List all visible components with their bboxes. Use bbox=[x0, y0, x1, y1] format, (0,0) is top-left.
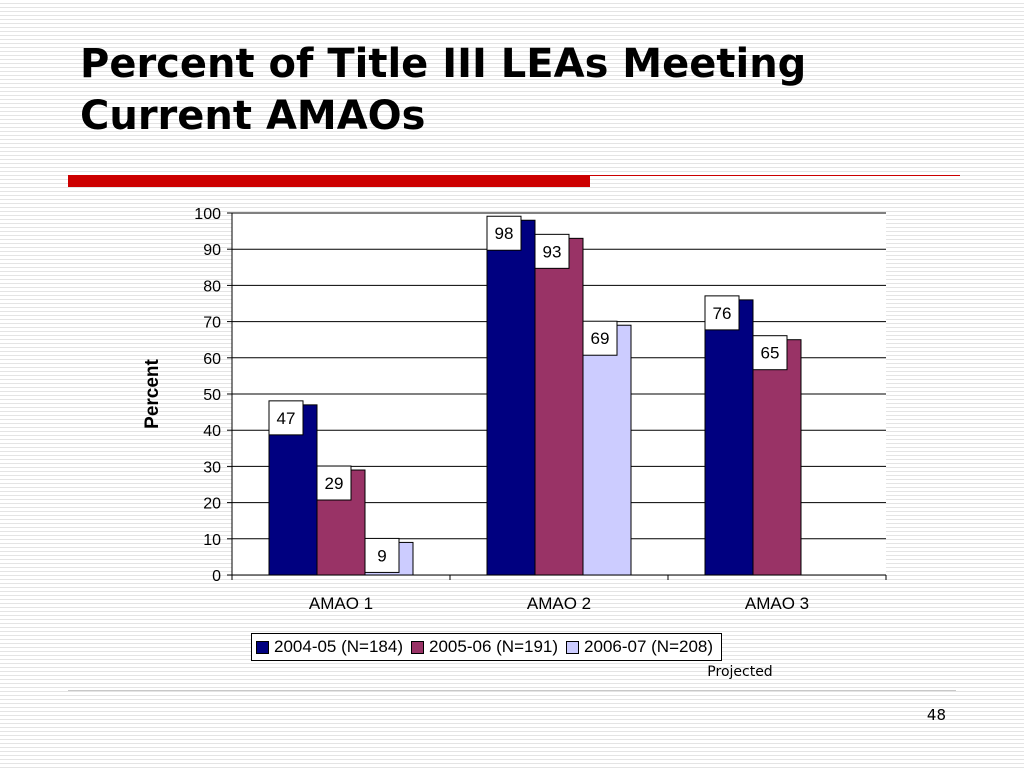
y-tick-label: 100 bbox=[194, 206, 221, 223]
data-label-box bbox=[582, 320, 618, 356]
x-tick-label: AMAO 2 bbox=[527, 594, 591, 613]
legend-label: 2006-07 (N=208) bbox=[584, 637, 714, 656]
chart-legend: 2004-05 (N=184) 2005-06 (N=191) 2006-07 (N… bbox=[251, 633, 723, 661]
data-label: 47 bbox=[277, 409, 296, 428]
data-label: 98 bbox=[495, 224, 514, 243]
data-label-box bbox=[704, 295, 740, 331]
bar bbox=[486, 219, 536, 576]
footer-divider bbox=[68, 690, 956, 691]
data-label-box bbox=[268, 400, 304, 436]
y-tick-label: 50 bbox=[203, 387, 221, 404]
title-underline-red bbox=[68, 175, 590, 187]
y-tick-label: 30 bbox=[203, 459, 221, 476]
data-label: 9 bbox=[377, 546, 386, 565]
y-axis-label: Percent bbox=[142, 358, 163, 428]
title-underline-thin bbox=[590, 175, 960, 176]
y-tick-label: 90 bbox=[203, 242, 221, 259]
x-tick-label: AMAO 3 bbox=[745, 594, 809, 613]
y-tick-label: 80 bbox=[203, 278, 221, 295]
legend-item: 2004-05 (N=184) bbox=[256, 637, 403, 657]
page-number: 48 bbox=[926, 706, 946, 724]
y-tick-label: 70 bbox=[203, 315, 221, 332]
legend-label: 2005-06 (N=191) bbox=[429, 637, 559, 656]
data-label: 29 bbox=[325, 474, 344, 493]
legend-item: 2005-06 (N=191) bbox=[411, 637, 558, 657]
data-label-box bbox=[752, 335, 788, 371]
data-label-box bbox=[534, 233, 570, 269]
data-label-box bbox=[364, 537, 400, 573]
bar bbox=[752, 339, 802, 576]
data-label: 76 bbox=[713, 304, 732, 323]
y-tick-label: 10 bbox=[203, 532, 221, 549]
legend-label: 2004-05 (N=184) bbox=[274, 637, 404, 656]
data-label: 69 bbox=[591, 329, 610, 348]
bar bbox=[582, 324, 632, 576]
bar bbox=[534, 237, 584, 576]
y-tick-label: 60 bbox=[203, 351, 221, 368]
bar bbox=[704, 299, 754, 576]
y-axis-ticks: 0 10 20 30 40 50 60 70 80 90 100 bbox=[194, 206, 232, 585]
legend-swatch bbox=[256, 640, 269, 654]
projected-note: Projected bbox=[707, 664, 773, 680]
data-label: 65 bbox=[761, 344, 780, 363]
legend-swatch bbox=[566, 640, 580, 654]
legend-swatch bbox=[411, 640, 425, 654]
slide-title: Percent of Title III LEAs Meeting Curren… bbox=[80, 41, 807, 139]
y-tick-label: 0 bbox=[212, 568, 221, 585]
x-axis-ticks: AMAO 1 AMAO 2 AMAO 3 bbox=[231, 575, 887, 613]
data-label-box bbox=[486, 215, 522, 251]
legend-item: 2006-07 (N=208) bbox=[566, 637, 713, 657]
data-label-box bbox=[316, 465, 352, 501]
y-tick-label: 20 bbox=[203, 496, 221, 513]
data-label: 93 bbox=[543, 242, 562, 261]
y-tick-label: 40 bbox=[203, 423, 221, 440]
x-tick-label: AMAO 1 bbox=[309, 594, 373, 613]
data-labels: 47 29 9 98 93 69 76 65 bbox=[268, 215, 788, 573]
